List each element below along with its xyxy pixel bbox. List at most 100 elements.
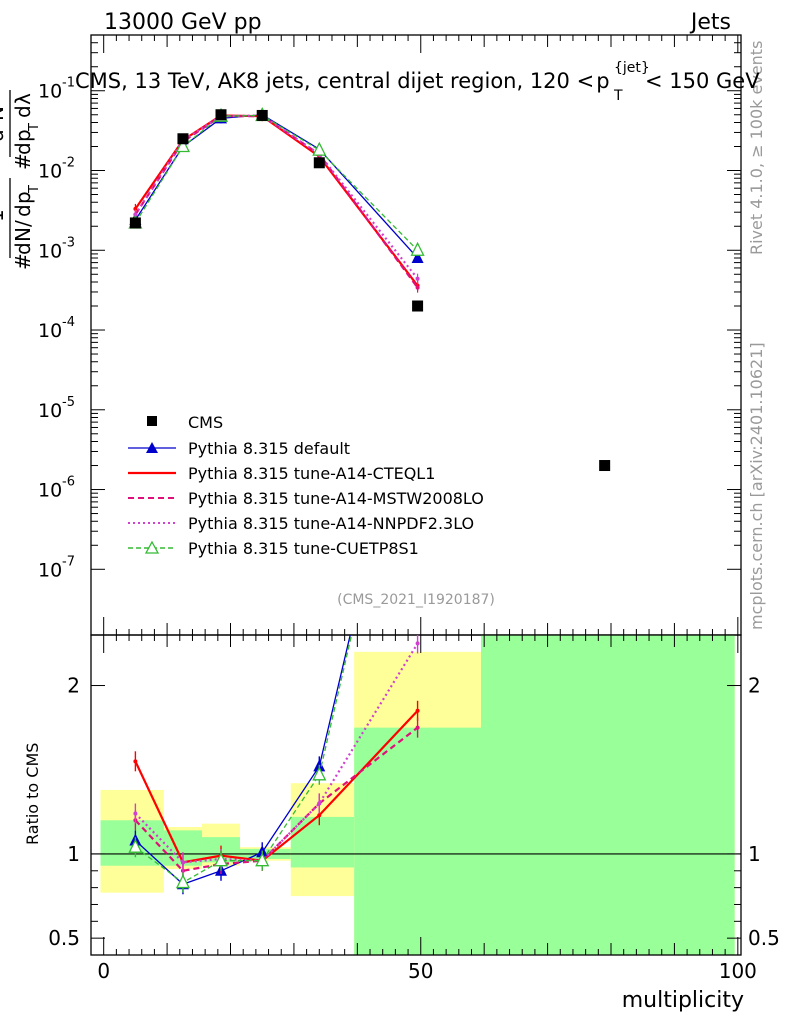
y-tick-label: 10 [38, 320, 62, 342]
ratio-point-pythia-8-315-tune-a14-nnpdf2-3lo [415, 641, 420, 646]
chart-title-sup: {jet} [614, 60, 650, 76]
ratio-band-inner-6 [481, 635, 735, 955]
y-tick-exponent: -1 [62, 76, 75, 91]
legend-marker-cuetp8s1 [144, 540, 160, 554]
y-tick-exponent: -2 [62, 156, 75, 171]
ratio-point-pythia-8-315-tune-cuetp8s1 [255, 852, 270, 867]
svg-text:1: 1 [0, 209, 8, 222]
series-point-pythia-8-315-tune-a14-mstw2008lo [415, 285, 420, 290]
ratio-point-pythia-8-315-tune-cuetp8s1 [412, 342, 424, 354]
y-tick-label: 10 [38, 81, 62, 103]
ratio-line-pythia-8-315-tune-a14-cteql1 [134, 710, 419, 864]
svg-text:p: p [11, 191, 35, 204]
header-energy: 13000 GeV pp [104, 10, 262, 35]
ratio-point-pythia-8-315-tune-a14-nnpdf2-3lo [317, 801, 322, 806]
cms-data-point [256, 109, 268, 121]
svg-text:T: T [27, 123, 42, 132]
x-axis-label: multiplicity [622, 988, 744, 1013]
y-tick-label: 10 [38, 161, 62, 183]
series-point-pythia-8-315-tune-cuetp8s1 [175, 138, 191, 153]
svg-text:T: T [27, 185, 42, 194]
y-tick-exponent: -4 [62, 315, 75, 330]
chart-title-sub: T [613, 88, 623, 104]
legend-marker-default [146, 442, 158, 453]
chart-title-end: < 150 GeV [645, 69, 760, 93]
svg-text:#: # [11, 153, 35, 170]
svg-text:d: d [11, 142, 35, 155]
ratio-point-pythia-8-315-tune-cuetp8s1 [128, 838, 143, 853]
ratio-point-pythia-8-315-tune-a14-nnpdf2-3lo [133, 811, 138, 816]
mcplots-label: mcplots.cern.ch [arXiv:2401.10621] [747, 342, 766, 630]
cms-data-point [129, 217, 141, 229]
ratio-band-inner-5 [354, 727, 481, 955]
y-tick-exponent: -3 [62, 235, 75, 250]
x-tick-label: 0 [97, 959, 110, 983]
ratio-tick-label: 1 [67, 842, 80, 866]
ratio-point-pythia-8-315-tune-a14-cteql1 [317, 813, 322, 818]
cms-data-point [313, 157, 325, 169]
ratio-tick-label: 2 [748, 674, 761, 698]
y-tick-exponent: -6 [62, 475, 75, 490]
y-tick-label: 10 [38, 480, 62, 502]
series-point-pythia-8-315-tune-a14-cteql1 [133, 206, 138, 211]
ratio-tick-label: 2 [67, 674, 80, 698]
y-tick-label: 10 [38, 400, 62, 422]
legend-label-cms: CMS [188, 413, 223, 432]
svg-text:d: d [11, 242, 35, 255]
rivet-label: Rivet 4.1.0, ≥ 100k events [747, 41, 766, 255]
ratio-line-pythia-8-315-tune-a14-nnpdf2-3lo [134, 642, 419, 864]
legend-label-mstw: Pythia 8.315 tune-A14-MSTW2008LO [188, 489, 484, 508]
svg-text:#: # [11, 253, 35, 270]
analysis-id: (CMS_2021_I1920187) [337, 592, 495, 608]
ratio-point-pythia-8-315-tune-cuetp8s1 [312, 766, 327, 781]
ratio-point-pythia-8-315-tune-cuetp8s1 [175, 874, 191, 889]
legend: CMS Pythia 8.315 default Pythia 8.315 tu… [128, 413, 484, 558]
svg-text:d: d [11, 204, 35, 217]
ratio-line-pythia-8-315-tune-a14-mstw2008lo [134, 726, 419, 872]
series-line-pythia-8-315-tune-cuetp8s1 [134, 114, 419, 251]
series-point-pythia-8-315-tune-cuetp8s1 [410, 241, 425, 256]
svg-text:p: p [11, 129, 35, 142]
ratio-point-pythia-8-315-tune-cuetp8s1 [213, 852, 229, 867]
ratio-band-inner-4 [290, 816, 355, 868]
svg-text:N: N [11, 227, 35, 242]
cms-data-point [412, 300, 424, 312]
series-point-pythia-8-315-tune-a14-nnpdf2-3lo [415, 276, 420, 281]
ratio-point-pythia-8-315-tune-a14-cteql1 [133, 759, 138, 764]
legend-label-cteql1: Pythia 8.315 tune-A14-CTEQL1 [188, 464, 435, 483]
cms-data-point [177, 133, 189, 145]
legend-label-default: Pythia 8.315 default [188, 439, 350, 458]
legend-label-nnpdf: Pythia 8.315 tune-A14-NNPDF2.3LO [188, 514, 474, 533]
ratio-line-pythia-8-315-tune-cuetp8s1 [135, 635, 353, 884]
y-tick-exponent: -5 [62, 395, 75, 410]
x-tick-label: 100 [719, 959, 757, 983]
ratio-y-label: Ratio to CMS [23, 743, 42, 845]
header-process: Jets [689, 10, 731, 35]
svg-text:N: N [0, 106, 8, 121]
series-point-pythia-8-315-tune-cuetp8s1 [312, 141, 327, 156]
cms-data-point [215, 109, 227, 121]
x-tick-label: 50 [408, 959, 433, 983]
y-tick-label: 10 [38, 559, 62, 581]
ratio-point-pythia-8-315-default [412, 342, 424, 354]
ratio-point-pythia-8-315-tune-a14-nnpdf2-3lo [180, 860, 185, 865]
svg-text:λ: λ [11, 93, 35, 105]
cms-data-point [599, 460, 611, 472]
svg-text:d: d [0, 129, 8, 142]
ratio-plot-frame [90, 634, 742, 956]
ratio-point-pythia-8-315-tune-a14-mstw2008lo [415, 725, 420, 730]
series-point-pythia-8-315-default [411, 250, 424, 263]
y-tick-label: 10 [38, 240, 62, 262]
ratio-tick-label: 0.5 [748, 926, 780, 950]
svg-text:/: / [11, 220, 35, 227]
ratio-point-pythia-8-315-tune-a14-cteql1 [415, 708, 420, 713]
legend-marker-cms [147, 416, 157, 426]
ratio-tick-label: 0.5 [48, 926, 80, 950]
y-axis-label: # d N / d p T 1 # d p T d λ d 2 N [0, 90, 42, 270]
legend-label-cuetp8s1: Pythia 8.315 tune-CUETP8S1 [188, 539, 419, 558]
ratio-tick-label: 1 [748, 842, 761, 866]
svg-text:d: d [11, 105, 35, 118]
y-tick-exponent: -7 [62, 554, 75, 569]
chart-title: CMS, 13 TeV, AK8 jets, central dijet reg… [75, 69, 610, 93]
